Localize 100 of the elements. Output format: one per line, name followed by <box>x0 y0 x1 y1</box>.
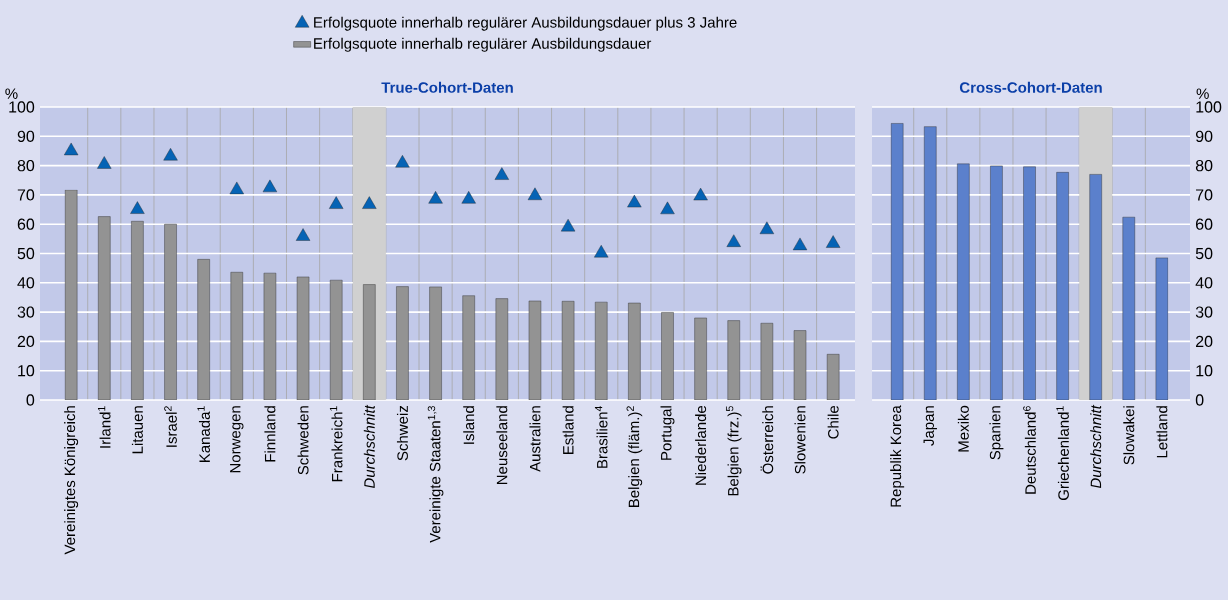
point <box>759 221 775 234</box>
x-tick-label: Schweden <box>297 406 309 475</box>
x-tick-label: Norwegen <box>230 406 244 473</box>
point <box>362 196 377 209</box>
x-tick-label: Griechenland$^{1}$ <box>1056 406 1069 501</box>
point <box>295 228 311 241</box>
y-tick-label: 10 <box>18 365 35 377</box>
point <box>560 218 576 232</box>
bar <box>98 216 111 400</box>
chart-title: True-Cohort-Daten <box>381 81 513 93</box>
bar <box>396 286 409 400</box>
y-tick-label: 40 <box>17 277 35 289</box>
x-tick-label: Slowakei <box>1123 406 1135 465</box>
bar <box>595 301 608 400</box>
x-tick-label: Schweiz <box>396 405 408 461</box>
x-tick-label: Slowenien <box>794 406 806 474</box>
bar <box>727 320 740 400</box>
bar <box>890 123 904 400</box>
x-tick-label: Litauen <box>131 406 143 454</box>
x-tick-label: Kanada$^{1}$ <box>197 406 210 463</box>
y-tick-label: 100 <box>9 101 35 113</box>
point <box>163 148 178 161</box>
x-tick-label: Frankreich$^{1}$ <box>329 406 343 482</box>
bar <box>924 126 937 400</box>
y-tick-label: 100 <box>1196 101 1222 113</box>
x-tick-label: Deutschland$^{6}$ <box>1023 406 1036 494</box>
y-tick-label: 40 <box>1195 277 1213 289</box>
x-tick-label: Niederlande <box>695 405 707 485</box>
point <box>726 234 741 247</box>
legend-label: Erfolgsquote innerhalb regulärer Ausbildungsdauer <box>314 37 652 52</box>
bar <box>296 276 310 400</box>
bar <box>230 272 243 400</box>
x-tick-label: Neuseeland <box>496 406 508 485</box>
point <box>461 191 476 204</box>
point <box>329 196 344 209</box>
x-tick-label: Österreich <box>760 406 774 474</box>
y-tick-label: 0 <box>1195 394 1204 406</box>
bar <box>1023 166 1036 400</box>
x-tick-label: Lettland <box>1156 406 1168 458</box>
bar <box>826 354 840 400</box>
x-tick-label: Finnland <box>264 406 276 462</box>
point <box>792 237 808 251</box>
bar <box>164 224 177 400</box>
point <box>594 245 609 258</box>
point <box>693 187 708 201</box>
bar <box>528 300 542 400</box>
point <box>494 167 509 180</box>
bar <box>694 317 707 400</box>
x-tick-label: Mexiko <box>957 405 969 452</box>
bar <box>363 284 376 400</box>
point <box>130 201 145 214</box>
x-tick-label: Republik Korea <box>890 405 905 507</box>
bar <box>263 272 277 400</box>
bar <box>990 165 1003 400</box>
y-tick-label: 20 <box>17 335 35 348</box>
point <box>826 235 841 248</box>
point <box>262 179 278 193</box>
x-tick-label: Spanien <box>989 406 1004 460</box>
y-tick-label: 60 <box>1196 218 1213 230</box>
y-tick-label: 70 <box>1196 189 1213 201</box>
x-tick-label: Israel$^{2}$ <box>164 406 177 447</box>
x-tick-label: Estland <box>562 406 574 455</box>
y-tick-label: 90 <box>17 130 35 142</box>
bar <box>329 279 343 400</box>
y-axis-title: % <box>5 88 18 99</box>
x-tick-label: Island <box>463 406 475 444</box>
y-tick-label: 70 <box>17 189 35 201</box>
bar <box>64 189 78 400</box>
bar <box>462 295 475 400</box>
point <box>229 181 244 195</box>
point <box>97 156 112 169</box>
x-tick-label: Vereinigtes Königreich <box>64 406 79 555</box>
x-tick-label: Vereinigte Staaten$^{1,3}$ <box>427 406 444 543</box>
x-tick-label: Belgien (fläm.)$^{2}$ <box>626 406 643 508</box>
x-tick-label: Belgien (frz.)$^{5}$ <box>725 406 742 496</box>
bar <box>495 298 509 400</box>
y-tick-label: 60 <box>17 218 35 230</box>
x-tick-label: Australien <box>529 406 541 472</box>
bar <box>429 286 442 400</box>
point <box>527 187 543 200</box>
y-tick-label: 50 <box>1195 247 1213 260</box>
x-tick-label: Irland$^{1}$ <box>97 406 111 448</box>
bar <box>793 330 807 400</box>
point <box>395 155 410 168</box>
x-tick-label: Durchschnitt <box>363 404 375 489</box>
y-tick-label: 0 <box>26 394 35 406</box>
y-tick-label: 80 <box>17 159 35 172</box>
x-tick-label: Portugal <box>660 406 675 460</box>
bar <box>661 312 674 400</box>
bar <box>957 163 970 400</box>
x-tick-label: Durchschnitt <box>1090 404 1102 489</box>
bar <box>1122 216 1135 400</box>
y-tick-label: 20 <box>1196 335 1213 348</box>
legend-label: Erfolgsquote innerhalb regulärer Ausbildungsdauer plus 3 Jahre <box>314 16 737 31</box>
chart-title: Cross-Cohort-Daten <box>959 81 1102 93</box>
point <box>64 142 79 156</box>
y-tick-label: 90 <box>1195 130 1213 142</box>
x-tick-label: Brasilien$^{4}$ <box>594 406 608 468</box>
y-tick-label: 10 <box>1196 365 1213 377</box>
bar <box>561 301 575 400</box>
